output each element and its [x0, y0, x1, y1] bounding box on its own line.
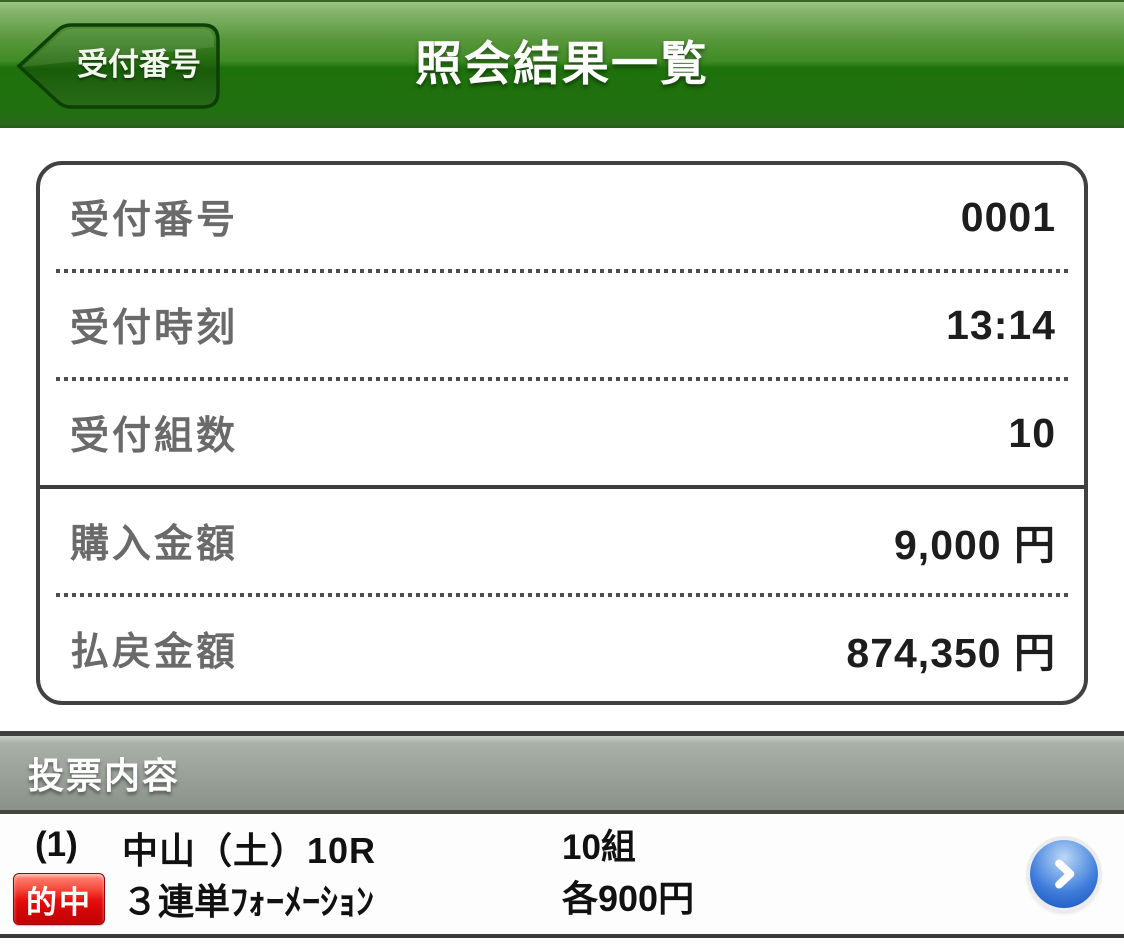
dotted-divider — [56, 269, 1068, 273]
bet-amounts-column: 10組 各900円 — [562, 814, 1124, 934]
row-label: 受付時刻 — [70, 307, 239, 350]
bet-index: (1) — [35, 825, 78, 864]
bet-race-column: 中山（土）10R ３連単ﾌｫｰﾒｰｼｮﾝ — [122, 814, 562, 934]
section-divider — [40, 485, 1084, 489]
summary-row-reception-time: 受付時刻 13:14 — [40, 273, 1084, 377]
bet-index-column: (1) 的中 — [0, 814, 122, 934]
bet-detail-button[interactable] — [1030, 840, 1098, 908]
summary-card: 受付番号 0001 受付時刻 13:14 受付組数 10 購入金額 9,000 … — [36, 161, 1088, 705]
bet-unit-amount: 各900円 — [562, 878, 695, 919]
dotted-divider — [56, 593, 1068, 597]
back-button-label: 受付番号 — [77, 47, 201, 82]
back-button-reception-number[interactable]: 受付番号 — [13, 20, 223, 112]
page-title: 照会結果一覧 — [415, 37, 709, 90]
row-value: 874,350 円 — [846, 630, 1056, 676]
back-arrow-pentagon-icon — [16, 23, 220, 109]
summary-row-combination-count: 受付組数 10 — [40, 381, 1084, 485]
row-value: 0001 — [960, 193, 1056, 240]
bet-type: ３連単ﾌｫｰﾒｰｼｮﾝ — [122, 881, 375, 922]
section-title: 投票内容 — [28, 755, 181, 796]
bet-combination-count: 10組 — [562, 828, 636, 867]
row-value: 13:14 — [946, 301, 1056, 348]
row-label: 払戻金額 — [70, 631, 239, 674]
row-label: 受付番号 — [70, 199, 239, 242]
bet-list-item[interactable]: (1) 的中 中山（土）10R ３連単ﾌｫｰﾒｰｼｮﾝ 10組 各900円 — [0, 814, 1124, 938]
summary-row-payout-amount: 払戻金額 874,350 円 — [40, 597, 1084, 701]
bet-race-name: 中山（土）10R — [122, 830, 377, 871]
row-label: 受付組数 — [70, 415, 239, 458]
row-label: 購入金額 — [70, 523, 239, 566]
summary-row-reception-number: 受付番号 0001 — [40, 165, 1084, 269]
summary-row-purchase-amount: 購入金額 9,000 円 — [40, 489, 1084, 593]
dotted-divider — [56, 377, 1068, 381]
chevron-right-icon — [1055, 859, 1075, 889]
app-header: 照会結果一覧 受付番号 — [0, 0, 1124, 128]
hit-status-badge: 的中 — [13, 873, 105, 925]
row-value: 9,000 円 — [894, 522, 1056, 568]
row-value: 10 — [1008, 409, 1056, 456]
bet-contents-section-header: 投票内容 — [0, 731, 1124, 814]
